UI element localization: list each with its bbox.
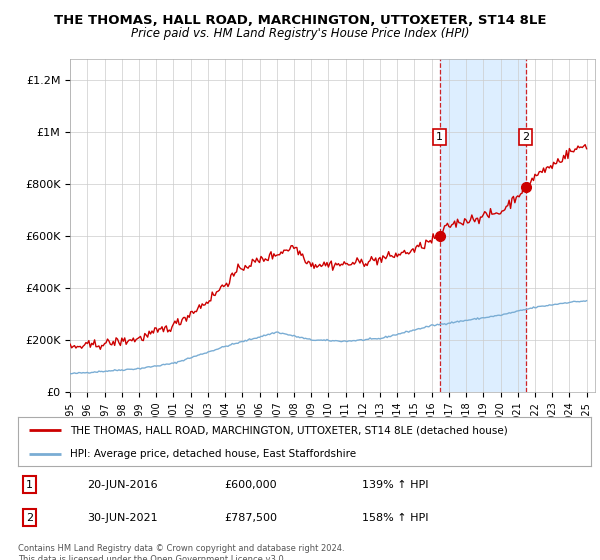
Text: £787,500: £787,500	[224, 513, 277, 523]
Text: 1: 1	[26, 480, 33, 490]
Text: 20-JUN-2016: 20-JUN-2016	[87, 480, 157, 490]
Text: Contains HM Land Registry data © Crown copyright and database right 2024.
This d: Contains HM Land Registry data © Crown c…	[18, 544, 344, 560]
Text: Price paid vs. HM Land Registry's House Price Index (HPI): Price paid vs. HM Land Registry's House …	[131, 27, 469, 40]
Text: 30-JUN-2021: 30-JUN-2021	[87, 513, 157, 523]
Text: 158% ↑ HPI: 158% ↑ HPI	[362, 513, 428, 523]
Text: 139% ↑ HPI: 139% ↑ HPI	[362, 480, 428, 490]
Text: THE THOMAS, HALL ROAD, MARCHINGTON, UTTOXETER, ST14 8LE (detached house): THE THOMAS, HALL ROAD, MARCHINGTON, UTTO…	[70, 426, 508, 436]
Text: THE THOMAS, HALL ROAD, MARCHINGTON, UTTOXETER, ST14 8LE: THE THOMAS, HALL ROAD, MARCHINGTON, UTTO…	[54, 14, 546, 27]
Text: 2: 2	[26, 513, 33, 523]
Text: HPI: Average price, detached house, East Staffordshire: HPI: Average price, detached house, East…	[70, 449, 356, 459]
Bar	[440, 59, 526, 392]
Text: £600,000: £600,000	[224, 480, 277, 490]
Text: 1: 1	[436, 132, 443, 142]
Text: 2: 2	[522, 132, 529, 142]
